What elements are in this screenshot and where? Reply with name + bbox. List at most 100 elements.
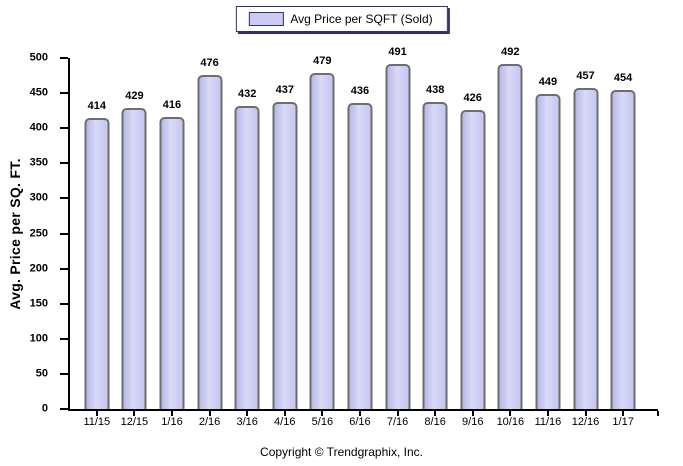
- bar-value-label: 416: [162, 98, 182, 111]
- y-axis-tick-label: 200: [29, 262, 48, 275]
- bar-slot: 479 5/16: [304, 54, 342, 428]
- bar-slot: 438 8/16: [416, 58, 454, 428]
- bar-value-label: 457: [576, 70, 595, 83]
- y-axis-tick-label: 500: [29, 51, 48, 64]
- legend-box: Avg Price per SQFT (Sold): [235, 6, 448, 32]
- bar: [197, 74, 223, 409]
- bar-value-label: 491: [388, 46, 407, 59]
- x-axis-tick: [170, 411, 173, 416]
- x-axis-tick: [546, 411, 549, 416]
- y-axis-tick: [60, 302, 68, 305]
- y-axis-tick-label: 100: [29, 332, 48, 345]
- bar-slot: 416 1/16: [153, 58, 191, 428]
- bar-slot: 449 11/16: [529, 58, 567, 427]
- bar-slot: 492 10/16: [492, 46, 530, 427]
- x-axis-tick-label: 4/16: [274, 416, 296, 428]
- y-axis-tick: [60, 337, 68, 340]
- bar-value-label: 492: [501, 45, 520, 58]
- bar-slot: 491 7/16: [379, 47, 417, 428]
- bar-value-label: 436: [350, 84, 370, 97]
- bar: [347, 102, 373, 409]
- y-axis-tick: [60, 92, 68, 95]
- x-axis-tick-label: 2/16: [198, 416, 221, 428]
- copyright-text: Copyright © Trendgraphix, Inc.: [260, 445, 423, 459]
- y-axis-tick: [60, 408, 68, 410]
- bar-value-label: 479: [313, 54, 332, 67]
- y-axis-tick-label: 450: [29, 86, 48, 99]
- x-axis-tick: [95, 411, 98, 416]
- x-axis-tick-label: 12/16: [571, 416, 600, 428]
- y-axis-tick-label: 50: [35, 367, 48, 380]
- x-axis-tick: [208, 411, 211, 416]
- x-axis-tick: [396, 411, 399, 416]
- bar: [84, 118, 110, 409]
- x-axis-tick-label: 7/16: [386, 416, 409, 428]
- x-axis-tick: [509, 411, 512, 416]
- x-axis-tick-label: 9/16: [462, 416, 484, 428]
- x-axis-tick: [283, 411, 286, 416]
- x-axis-tick: [133, 411, 136, 416]
- x-axis-tick-label: 8/16: [424, 416, 446, 428]
- bar: [422, 101, 448, 409]
- plot-area: 414 11/15 429 12/15 416 1/16 476 2/16 432 3/16 437…: [60, 46, 659, 428]
- bar-slot: 436 6/16: [341, 58, 379, 428]
- bar: [497, 63, 523, 409]
- bar-slot: 429 12/15: [116, 58, 154, 427]
- y-axis-tick: [60, 267, 68, 270]
- y-axis-tick-label: 150: [29, 297, 48, 310]
- bar: [573, 88, 599, 409]
- bars-container: 414 11/15 429 12/15 416 1/16 476 2/16 432 3/16 437…: [70, 46, 658, 428]
- x-axis-tick: [622, 411, 625, 416]
- bar-value-label: 476: [200, 56, 219, 69]
- y-axis-tick: [60, 57, 68, 59]
- x-axis-end-tick: [657, 411, 659, 416]
- bar-slot: 432 3/16: [228, 58, 266, 428]
- bar-slot: 457 12/16: [567, 58, 605, 428]
- bar: [121, 107, 147, 409]
- bar: [272, 102, 298, 409]
- bar-slot: 426 9/16: [454, 58, 492, 428]
- bar: [535, 93, 561, 409]
- y-axis-tick-label: 300: [29, 191, 48, 204]
- y-axis-tick-label: 0: [41, 402, 48, 415]
- legend-swatch: [248, 12, 284, 26]
- bar-slot: 437 4/16: [266, 58, 304, 428]
- x-axis-tick: [358, 411, 361, 416]
- bar-slot: 414 11/15: [78, 58, 116, 428]
- y-axis-tick: [60, 372, 68, 375]
- x-axis-tick-label: 11/16: [534, 416, 562, 428]
- x-axis-tick-label: 11/15: [83, 416, 111, 428]
- bar: [460, 109, 486, 409]
- bar-value-label: 449: [538, 75, 558, 88]
- x-axis-tick: [471, 411, 474, 416]
- x-axis-tick-label: 1/16: [161, 416, 183, 428]
- x-axis-tick: [246, 411, 249, 416]
- bar: [309, 72, 335, 409]
- x-axis-tick-label: 10/16: [496, 416, 525, 428]
- bar-slot: 476 2/16: [191, 56, 229, 428]
- x-axis-tick-label: 12/15: [120, 416, 149, 428]
- bar-value-label: 454: [613, 72, 633, 85]
- bar: [610, 90, 636, 409]
- y-axis-tick-label: 400: [29, 121, 48, 134]
- bar: [159, 116, 185, 409]
- y-axis-tick-label: 350: [29, 156, 48, 169]
- y-axis-tick-label: 250: [29, 227, 48, 239]
- x-axis-tick: [584, 411, 587, 416]
- x-axis-tick-label: 5/16: [311, 416, 334, 428]
- bar-value-label: 426: [463, 91, 482, 104]
- x-axis-tick: [434, 411, 437, 416]
- bar-value-label: 414: [87, 100, 106, 113]
- x-axis-tick-label: 1/17: [612, 416, 634, 428]
- y-axis-tick: [60, 232, 68, 235]
- x-axis-tick: [321, 411, 324, 416]
- bar-slot: 454 1/17: [604, 58, 642, 428]
- y-axis-tick: [60, 197, 68, 200]
- x-axis-tick-label: 6/16: [349, 416, 371, 428]
- bar-value-label: 432: [237, 87, 257, 100]
- legend-label: Avg Price per SQFT (Sold): [290, 12, 433, 26]
- bar-value-label: 437: [275, 84, 294, 97]
- bar-value-label: 438: [425, 83, 445, 96]
- bar: [234, 105, 260, 409]
